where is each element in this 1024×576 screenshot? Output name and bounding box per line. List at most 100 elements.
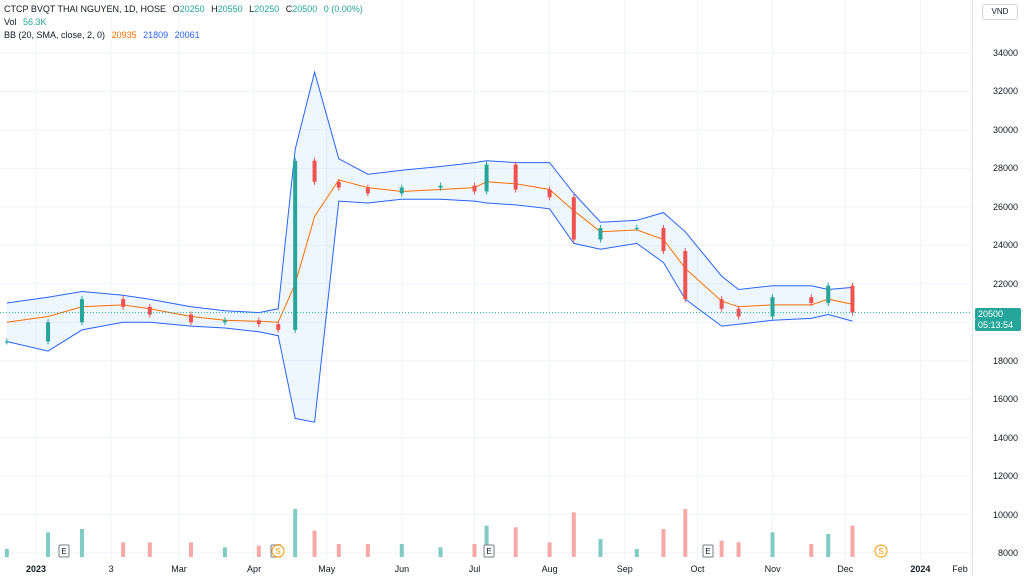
candle-body <box>598 228 603 240</box>
price-tick-label: 28000 <box>992 163 1018 174</box>
volume-bar <box>850 525 855 557</box>
volume-bar <box>719 540 724 557</box>
event-earnings-label: E <box>705 547 710 556</box>
volume-bar <box>472 544 477 557</box>
candle-body <box>826 285 831 303</box>
countdown-label: 05:13:54 <box>975 319 1021 331</box>
volume-bar <box>770 532 775 557</box>
price-axis[interactable]: VND 34000 32000 30000 28000 26000 24000 22000 2… <box>972 0 1024 576</box>
bb-band-fill <box>6 72 853 423</box>
price-tick-label: 24000 <box>992 240 1018 251</box>
volume-bar <box>188 542 193 557</box>
volume-bar <box>4 549 9 557</box>
volume-bar <box>399 544 404 557</box>
volume-bar <box>513 527 518 557</box>
event-split-label: S <box>878 547 883 556</box>
event-earnings-marker <box>702 544 714 558</box>
price-chart[interactable]: EESEES <box>0 0 972 576</box>
event-earnings-label: E <box>486 547 491 556</box>
event-split-label: S <box>275 547 280 556</box>
candle-body <box>661 228 666 252</box>
ohlc-close: 20500 <box>292 4 318 14</box>
candle-body <box>147 306 152 315</box>
volume-bar <box>438 547 443 557</box>
volume-bar <box>222 547 227 557</box>
time-tick-label: Mar <box>171 564 187 574</box>
volume-label: Vol <box>4 17 17 27</box>
candle-body <box>809 297 814 303</box>
volume-bar <box>736 542 741 557</box>
price-tick-label: 18000 <box>992 355 1018 366</box>
legend-bb-row[interactable]: BB (20, SMA, close, 2, 0) 20935 21809 20… <box>4 29 204 42</box>
bb-upper-value: 21809 <box>143 30 169 40</box>
price-tick-label: 8000 <box>997 548 1018 558</box>
legend-symbol-row: CTCP BVQT THAI NGUYEN, 1D, HOSE O20250 H… <box>4 3 367 16</box>
candle-body <box>46 322 51 342</box>
candle-body <box>571 197 576 240</box>
candle-body <box>4 341 9 343</box>
price-tick-label: 32000 <box>992 86 1018 97</box>
chart-area[interactable]: EESEES CTCP BVQT THAI NGUYEN, 1D, HOSE O… <box>0 0 972 576</box>
candle-body <box>719 299 724 309</box>
candle-body <box>399 187 404 194</box>
bb-lower-line <box>6 198 853 423</box>
time-tick-label: 2024 <box>910 564 931 574</box>
time-tick-label: Jul <box>468 564 481 574</box>
bb-upper-line <box>6 70 853 314</box>
price-tick-label: 30000 <box>992 124 1018 135</box>
bb-lower-value: 20061 <box>174 30 200 40</box>
event-split-marker <box>271 544 285 558</box>
volume-bar <box>293 509 298 557</box>
time-tick-label: May <box>318 564 336 574</box>
candle-body <box>683 251 688 300</box>
candle-body <box>472 185 477 192</box>
event-earnings-marker <box>58 544 70 558</box>
time-tick-label: Aug <box>541 564 558 574</box>
time-tick-label: Oct <box>690 564 705 574</box>
candle-body <box>484 164 489 192</box>
volume-bar <box>147 542 152 557</box>
ohlc-h-label: H <box>211 4 218 14</box>
volume-bar <box>79 529 84 557</box>
candle-body <box>188 314 193 323</box>
legend-volume-row[interactable]: Vol 56.3K <box>4 16 51 29</box>
price-tick-label: 22000 <box>992 278 1018 289</box>
candle-body <box>336 181 341 188</box>
volume-bar <box>683 509 688 557</box>
price-tick-label: 34000 <box>992 48 1018 58</box>
candle-body <box>365 187 370 194</box>
time-tick-label: Dec <box>837 564 854 574</box>
currency-button[interactable]: VND <box>982 4 1018 20</box>
volume-bar <box>46 532 51 557</box>
time-tick-label: Jun <box>394 564 410 574</box>
ohlc-open: 20250 <box>179 4 205 14</box>
price-tick-label: 16000 <box>992 394 1018 405</box>
event-earnings-marker <box>483 544 495 558</box>
candle-body <box>513 164 518 190</box>
time-tick-label: Feb <box>952 564 968 574</box>
candle-body <box>438 185 443 188</box>
bb-basis-value: 20935 <box>111 30 137 40</box>
candle-body <box>850 285 855 313</box>
price-tick-label: 10000 <box>992 509 1018 520</box>
volume-bar <box>484 525 489 557</box>
candle-body <box>293 160 298 330</box>
price-tick-label: 12000 <box>992 471 1018 482</box>
candle-body <box>770 297 775 317</box>
candle-body <box>547 189 552 198</box>
volume-bar <box>661 529 666 557</box>
volume-bar <box>598 539 603 557</box>
volume-bar <box>571 512 576 557</box>
price-tick-label: 26000 <box>992 201 1018 212</box>
candle-body <box>312 160 317 182</box>
candle-body <box>256 320 261 325</box>
time-tick-label: Nov <box>764 564 781 574</box>
volume-value: 56.3K <box>23 17 47 27</box>
ohlc-high: 20550 <box>217 4 243 14</box>
time-tick-label: 3 <box>108 564 114 574</box>
symbol-title: CTCP BVQT THAI NGUYEN, 1D, HOSE <box>4 4 167 14</box>
candle-body <box>276 324 281 330</box>
candle-body <box>634 228 639 229</box>
last-price-label: 20500 <box>975 308 1021 320</box>
volume-bar <box>826 534 831 557</box>
